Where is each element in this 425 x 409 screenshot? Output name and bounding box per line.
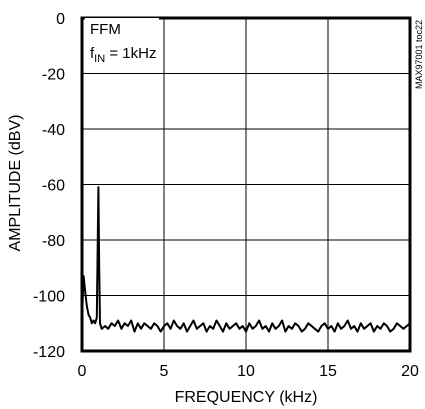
y-tick-label-4: -80: [42, 233, 65, 250]
y-tick-label-6: -120: [33, 344, 65, 361]
annotation-subscript: IN: [94, 53, 105, 65]
y-tick-label-3: -60: [42, 178, 65, 195]
annotation-input-frequency: fIN = 1kHz: [90, 45, 156, 65]
x-tick-label-0: 0: [78, 363, 87, 380]
y-tick-label-1: -20: [42, 67, 65, 84]
x-axis-label: FREQUENCY (kHz): [175, 389, 318, 406]
y-tick-label-2: -40: [42, 122, 65, 139]
x-tick-label-2: 10: [237, 363, 255, 380]
annotation-value: = 1kHz: [105, 45, 156, 62]
x-tick-label-1: 5: [160, 363, 169, 380]
grid-lines: [81, 17, 411, 352]
series-line: [81, 186, 411, 333]
x-tick-label-3: 15: [319, 363, 337, 380]
annotation-mode-label: FFM: [90, 21, 121, 38]
figure-code: MAX97001 toc22: [414, 20, 424, 89]
plot-frame: [80, 16, 412, 353]
y-tick-label-5: -100: [33, 289, 65, 306]
x-tick-labels: 0 5 10 15 20: [78, 363, 419, 380]
x-tick-label-4: 20: [401, 363, 419, 380]
annotation-background: [85, 18, 159, 66]
annotation-f: f: [90, 45, 95, 62]
y-axis-label: AMPLITUDE (dBV): [7, 115, 24, 252]
y-tick-labels: 0 -20 -40 -60 -80 -100 -120: [33, 11, 65, 361]
y-tick-label-0: 0: [56, 11, 65, 28]
